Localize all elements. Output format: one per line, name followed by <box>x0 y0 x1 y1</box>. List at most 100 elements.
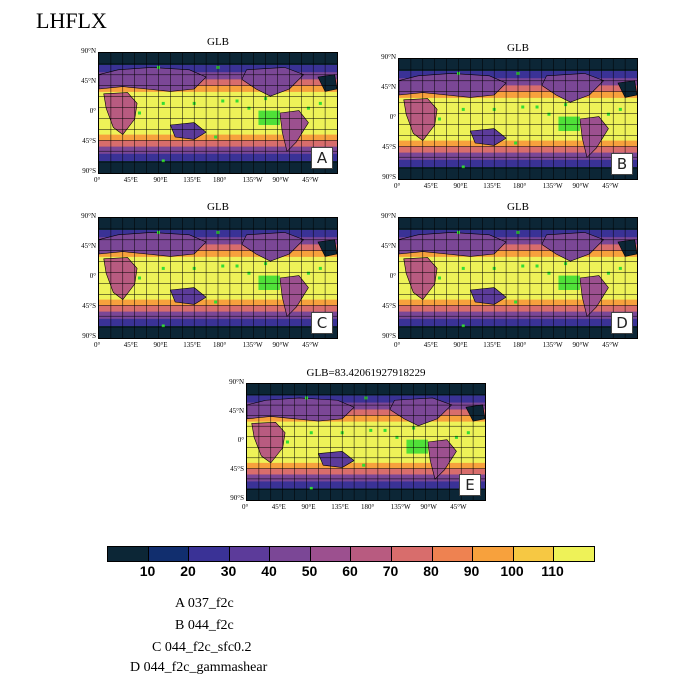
longitude-tick-label: 135°E <box>483 341 501 349</box>
longitude-tick-label: 90°E <box>153 176 168 184</box>
highlight-region <box>558 275 580 290</box>
map-plot: D <box>398 217 638 339</box>
station-marker <box>383 428 387 432</box>
latitude-tick-label: 90°N <box>229 378 244 386</box>
longitude-tick-label: 0° <box>242 503 249 511</box>
colorbar-swatch <box>310 547 352 561</box>
map-plot: B <box>398 58 638 180</box>
longitude-tick-label: 45°W <box>602 182 619 190</box>
longitude-tick-label: 90°W <box>272 176 289 184</box>
panel-letter-badge: D <box>611 312 633 334</box>
station-marker <box>235 99 239 103</box>
longitude-tick-label: 90°W <box>572 182 589 190</box>
panel-letter-badge: B <box>611 153 633 175</box>
greenland-land <box>317 239 337 257</box>
colorbar-swatch <box>229 547 271 561</box>
station-marker <box>547 271 551 275</box>
latitude-tick-label: 90°S <box>382 332 396 340</box>
station-marker <box>247 106 251 110</box>
colorbar-tick-label: 60 <box>342 563 358 579</box>
latitude-tick-label: 45°N <box>81 242 96 250</box>
colorbar-swatch <box>392 547 433 561</box>
highlight-region <box>258 275 280 290</box>
colorbar-swatch <box>473 547 514 561</box>
panel-letter-badge: E <box>459 474 481 496</box>
station-marker <box>521 105 525 109</box>
longitude-tick-label: 0° <box>394 182 401 190</box>
longitude-tick-label: 45°E <box>123 176 138 184</box>
legend-item-c: C 044_f2c_sfc0.2 <box>152 640 252 655</box>
station-marker <box>606 112 610 116</box>
panel-title: GLB <box>507 201 529 213</box>
latitude-tick-label: 45°N <box>381 242 396 250</box>
station-marker <box>437 117 441 121</box>
colorbar-swatch <box>148 547 190 561</box>
map-panel-c: GLB C 90°N 45°N 0° 45°S 90°S 0° 45°E 90°E 135°E 180… <box>81 201 338 349</box>
latitude-tick-label: 90°N <box>381 212 396 220</box>
map-panel-e: GLB=83.42061927918229 E 90°N 45°N 0° 45°S 90°S… <box>229 367 486 511</box>
station-marker <box>247 271 251 275</box>
longitude-tick-label: 135°W <box>542 341 563 349</box>
map-plot: E <box>246 383 486 501</box>
station-marker <box>221 99 225 103</box>
longitude-tick-label: 180° <box>513 341 527 349</box>
africa-land <box>403 257 438 301</box>
station-marker <box>535 264 539 268</box>
latitude-tick-label: 45°S <box>230 465 244 473</box>
station-marker <box>461 266 465 270</box>
latitude-tick-label: 45°N <box>81 77 96 85</box>
station-marker <box>514 300 518 304</box>
colorbar-tick-label: 100 <box>500 563 524 579</box>
longitude-tick-label: 135°E <box>183 341 201 349</box>
longitude-tick-label: 0° <box>94 341 101 349</box>
station-marker <box>369 428 373 432</box>
longitude-tick-label: 135°W <box>390 503 411 511</box>
latitude-tick-label: 90°S <box>230 494 244 502</box>
station-marker <box>306 271 310 275</box>
station-marker <box>137 111 141 115</box>
station-marker <box>318 101 322 105</box>
station-marker <box>362 463 366 467</box>
map-panel-a: GLB A 90°N 45°N 0° 45°S 90°S 0° 45°E 90°E 135°E 180… <box>81 36 338 184</box>
longitude-tick-label: 180° <box>361 503 375 511</box>
longitude-tick-label: 45°W <box>602 341 619 349</box>
station-marker <box>535 105 539 109</box>
latitude-tick-label: 0° <box>389 272 396 280</box>
longitude-tick-label: 90°E <box>153 341 168 349</box>
latitude-tick-label: 45°S <box>82 137 96 145</box>
station-marker <box>618 107 622 111</box>
highlight-region <box>558 116 580 131</box>
longitude-tick-label: 0° <box>94 176 101 184</box>
station-marker <box>214 135 218 139</box>
longitude-tick-label: 180° <box>213 341 227 349</box>
longitude-tick-label: 90°W <box>272 341 289 349</box>
highlight-region <box>258 110 280 125</box>
latitude-tick-label: 90°N <box>381 53 396 61</box>
station-marker <box>309 431 313 435</box>
station-marker <box>395 435 399 439</box>
colorbar-tick-label: 50 <box>301 563 318 579</box>
australia-land <box>317 450 355 468</box>
station-marker <box>461 107 465 111</box>
latitude-tick-label: 0° <box>389 113 396 121</box>
latitude-tick-label: 45°S <box>82 302 96 310</box>
greenland-land <box>317 74 337 92</box>
latitude-tick-label: 90°N <box>81 47 96 55</box>
colorbar-swatch <box>108 547 149 561</box>
longitude-tick-label: 135°W <box>542 182 563 190</box>
legend-item-a: A 037_f2c <box>175 596 234 611</box>
station-marker <box>318 266 322 270</box>
latitude-tick-label: 0° <box>89 107 96 115</box>
colorbar-tick-label: 80 <box>423 563 439 579</box>
map-panel-b: GLB B 90°N 45°N 0° 45°S 90°S 0° 45°E 90°E 135°E 180… <box>381 42 638 190</box>
map-plot: A <box>98 52 338 174</box>
latitude-tick-label: 45°S <box>382 302 396 310</box>
longitude-tick-label: 45°W <box>450 503 467 511</box>
longitude-tick-label: 135°W <box>242 176 263 184</box>
latitude-tick-label: 0° <box>89 272 96 280</box>
panel-letter-badge: A <box>311 147 333 169</box>
colorbar-swatch <box>513 547 555 561</box>
colorbar-swatch <box>270 547 311 561</box>
legend-item-d: D 044_f2c_gammashear <box>130 660 268 675</box>
legend-item-b: B 044_f2c <box>175 618 234 633</box>
